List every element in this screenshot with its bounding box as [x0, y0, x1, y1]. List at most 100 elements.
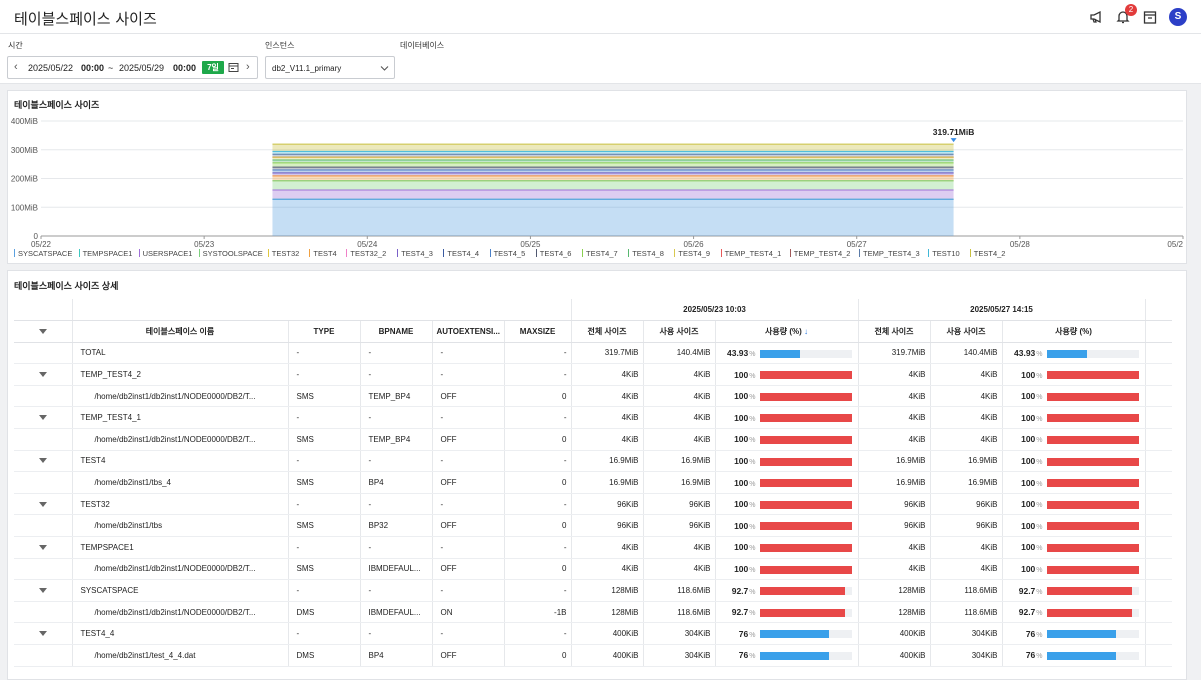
usage-bar-fill: [1046, 544, 1139, 553]
col-header-maxsize[interactable]: MAXSIZE: [503, 320, 571, 343]
legend-item-systoolspace[interactable]: SYSTOOLSPACE: [198, 249, 263, 258]
legend-item-test4[interactable]: TEST4: [309, 249, 337, 258]
table-row[interactable]: /home/db2inst1/db2inst1/NODE0000/DB2/T..…: [14, 385, 1173, 408]
table-row[interactable]: TOTAL - - - - 319.7MiB 140.4MiB 43.93% 3…: [14, 342, 1173, 365]
col-header-total-2[interactable]: 전체 사이즈: [857, 320, 931, 343]
usage-cell: 92.7%: [1001, 579, 1146, 602]
autoext-cell: OFF: [431, 558, 504, 581]
legend-item-test4_6[interactable]: TEST4_6: [535, 249, 572, 258]
col-header-usage-1[interactable]: 사용량 (%) ↓: [714, 320, 859, 343]
usage-value: 100: [734, 412, 749, 423]
legend-item-test4_8[interactable]: TEST4_8: [628, 249, 664, 258]
legend-item-test4_3[interactable]: TEST4_3: [397, 249, 433, 258]
table-row[interactable]: TEMP_TEST4_2 - - - - 4KiB 4KiB 100% 4KiB…: [14, 363, 1173, 386]
usage-bar-fill: [1046, 436, 1139, 445]
table-row[interactable]: TEST4_4 - - - - 400KiB 304KiB 76% 400KiB…: [14, 622, 1173, 645]
percent-unit: %: [1036, 437, 1043, 445]
table-row[interactable]: TEMPSPACE1 - - - - 4KiB 4KiB 100% 4KiB 4…: [14, 536, 1173, 559]
maxsize-cell: 0: [503, 558, 571, 581]
usage-value: 92.7: [1018, 585, 1036, 596]
legend-label: TEST10: [932, 249, 960, 258]
col-header-usage-2[interactable]: 사용량 (%): [1001, 320, 1146, 343]
table-row[interactable]: TEST32 - - - - 96KiB 96KiB 100% 96KiB 96…: [14, 493, 1173, 516]
instance-select[interactable]: db2_V11.1_primary: [265, 56, 395, 79]
usage-value: 100: [1021, 477, 1036, 488]
table-row[interactable]: /home/db2inst1/test_4_4.dat DMS BP4 OFF …: [14, 644, 1173, 667]
col-header-bpname[interactable]: BPNAME: [359, 320, 432, 343]
used-size-2: 4KiB: [929, 536, 1003, 559]
area-chart[interactable]: 0 100MiB 200MiB 300MiB 400MiB 05/22 05/23 05/24…: [8, 91, 1188, 251]
percent-unit: %: [1036, 350, 1043, 358]
legend-item-test4_5[interactable]: TEST4_5: [489, 249, 525, 258]
legend-swatch: [674, 249, 676, 257]
legend-item-test4_9[interactable]: TEST4_9: [674, 249, 710, 258]
usage-bar-fill: [759, 544, 852, 553]
chevron-left-icon[interactable]: ‹: [14, 61, 18, 73]
date-range-picker[interactable]: ‹ 2025/05/22 00:00 ~ 2025/05/29 00:00 7일…: [7, 56, 258, 79]
used-size-1: 304KiB: [642, 644, 715, 667]
col-header-used-1[interactable]: 사용 사이즈: [642, 320, 715, 343]
chevron-right-icon[interactable]: ›: [246, 61, 250, 73]
legend-item-test32_2[interactable]: TEST32_2: [346, 249, 386, 258]
legend-item-temp_test4_2[interactable]: TEMP_TEST4_2: [789, 249, 850, 258]
bell-icon[interactable]: 2: [1114, 4, 1137, 26]
tablespace-name: SYSCATSPACE: [71, 579, 288, 602]
col-header-type[interactable]: TYPE: [287, 320, 360, 343]
row-toggle[interactable]: [14, 579, 72, 602]
usage-cell: 100%: [1001, 450, 1146, 473]
type-cell: -: [287, 450, 360, 473]
col-header-used-2[interactable]: 사용 사이즈: [929, 320, 1003, 343]
table-row[interactable]: SYSCATSPACE - - - - 128MiB 118.6MiB 92.7…: [14, 579, 1173, 602]
used-size-2: 96KiB: [929, 514, 1003, 538]
legend-swatch: [535, 249, 537, 257]
x-tick-label: 05/23: [194, 240, 215, 249]
legend-item-test4_2[interactable]: TEST4_2: [969, 249, 1005, 258]
bpname-cell: -: [359, 579, 432, 602]
range-chip[interactable]: 7일: [202, 61, 224, 74]
table-row[interactable]: /home/db2inst1/db2inst1/NODE0000/DB2/T..…: [14, 428, 1173, 451]
row-toggle[interactable]: [14, 536, 72, 559]
megaphone-icon[interactable]: [1088, 8, 1106, 26]
table-row[interactable]: /home/db2inst1/db2inst1/NODE0000/DB2/T..…: [14, 558, 1173, 581]
legend-item-test32[interactable]: TEST32: [267, 249, 299, 258]
calendar-icon[interactable]: [1141, 8, 1159, 26]
row-toggle[interactable]: [14, 493, 72, 516]
table-row[interactable]: /home/db2inst1/db2inst1/NODE0000/DB2/T..…: [14, 601, 1173, 624]
usage-bar: [759, 414, 852, 423]
usage-cell: 100%: [714, 558, 859, 581]
row-toggle[interactable]: [14, 406, 72, 430]
col-header-total-1[interactable]: 전체 사이즈: [570, 320, 643, 343]
legend-item-temp_test4_3[interactable]: TEMP_TEST4_3: [859, 249, 920, 258]
table-row[interactable]: /home/db2inst1/tbs SMS BP32 OFF 0 96KiB …: [14, 514, 1173, 538]
col-header-autoext[interactable]: AUTOEXTENSI...: [431, 320, 504, 343]
percent-unit: %: [1036, 415, 1043, 423]
row-toggle[interactable]: [14, 622, 72, 645]
legend-item-userspace1[interactable]: USERSPACE1: [138, 249, 192, 258]
top-header: 테이블스페이스 사이즈 2 S: [0, 0, 1201, 34]
table-row[interactable]: /home/db2inst1/tbs_4 SMS BP4 OFF 0 16.9M…: [14, 471, 1173, 494]
total-size-1: 319.7MiB: [570, 342, 643, 365]
table-row[interactable]: TEST4 - - - - 16.9MiB 16.9MiB 100% 16.9M…: [14, 450, 1173, 473]
bpname-cell: -: [359, 363, 432, 386]
usage-bar-fill: [1046, 457, 1139, 466]
row-toggle[interactable]: [14, 450, 72, 473]
legend-item-test4_4[interactable]: TEST4_4: [443, 249, 479, 258]
type-cell: -: [287, 536, 360, 559]
calendar-picker-icon[interactable]: [228, 62, 239, 75]
col-header-name[interactable]: 테이블스페이스 이름: [71, 320, 288, 343]
legend-item-temp_test4_1[interactable]: TEMP_TEST4_1: [720, 249, 781, 258]
avatar[interactable]: S: [1169, 8, 1187, 26]
expand-all-toggle[interactable]: [14, 320, 72, 343]
legend-label: TEST4_6: [539, 249, 572, 258]
legend-label: TEST4_4: [447, 249, 480, 258]
legend-item-test4_7[interactable]: TEST4_7: [582, 249, 618, 258]
table-row[interactable]: TEMP_TEST4_1 - - - - 4KiB 4KiB 100% 4KiB…: [14, 406, 1173, 430]
legend-item-syscatspace[interactable]: SYSCATSPACE: [14, 249, 72, 258]
legend-item-tempspace1[interactable]: TEMPSPACE1: [78, 249, 132, 258]
usage-bar: [759, 522, 852, 531]
used-size-2: 118.6MiB: [929, 601, 1003, 624]
legend-item-test10[interactable]: TEST10: [928, 249, 960, 258]
row-toggle[interactable]: [14, 363, 72, 386]
total-size-2: 96KiB: [857, 493, 931, 516]
percent-unit: %: [1036, 610, 1043, 618]
